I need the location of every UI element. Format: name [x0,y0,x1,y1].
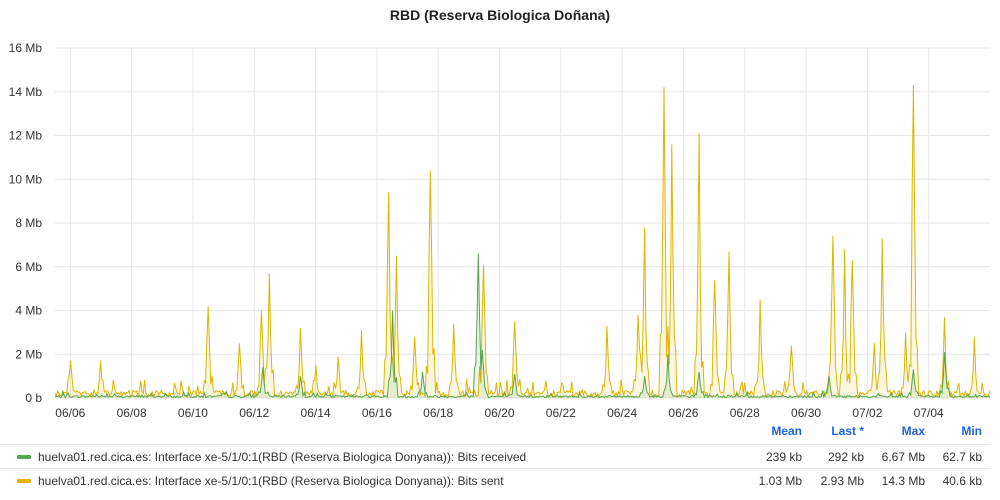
legend-received-min: 62.7 kb [942,450,982,464]
y-tick-label: 0 b [25,391,42,405]
y-tick-label: 10 Mb [9,172,43,186]
x-tick-label: 06/16 [362,406,392,420]
legend-sent-max: 14.3 Mb [881,474,925,488]
x-tick-label: 06/20 [484,406,514,420]
grid [55,47,990,399]
x-tick-label: 06/26 [668,406,698,420]
y-axis: 0 b 2 Mb 4 Mb 6 Mb 8 Mb 10 Mb 12 Mb 14 Mb 16 Mb [9,41,43,405]
x-tick-label: 07/02 [852,406,882,420]
legend-received-last: 292 kb [827,450,864,464]
legend-label-received[interactable]: huelva01.red.cica.es: Interface xe-5/1/0… [38,450,527,464]
legend-header-mean[interactable]: Mean [771,424,802,438]
x-tick-label: 06/06 [55,406,85,420]
legend-header: Mean Last * Max Min [0,422,990,444]
legend-sent-last: 2.93 Mb [820,474,864,488]
x-tick-label: 06/24 [607,406,637,420]
legend-received-max: 6.67 Mb [881,450,925,464]
x-tick-label: 07/04 [914,406,944,420]
series-line-sent[interactable] [54,85,991,399]
series-layer [54,85,991,399]
legend-header-min[interactable]: Min [961,424,982,438]
legend-swatch-sent[interactable] [17,479,31,483]
y-tick-label: 16 Mb [9,41,43,55]
legend-table: Mean Last * Max Min huelva01.red.cica.es… [0,422,990,492]
legend-row-sent[interactable]: huelva01.red.cica.es: Interface xe-5/1/0… [0,468,990,492]
x-tick-label: 06/28 [730,406,760,420]
x-tick-label: 06/08 [117,406,147,420]
y-tick-label: 4 Mb [15,304,42,318]
x-tick-label: 06/12 [239,406,269,420]
y-tick-label: 8 Mb [15,216,42,230]
series-line-received[interactable] [54,253,991,399]
y-tick-label: 14 Mb [9,85,43,99]
series-area-sent [55,85,990,398]
x-tick-label: 06/22 [546,406,576,420]
y-tick-label: 2 Mb [15,347,42,361]
x-tick-label: 06/14 [301,406,331,420]
legend-sent-mean: 1.03 Mb [758,474,802,488]
legend-header-max[interactable]: Max [901,424,925,438]
legend-sent-min: 40.6 kb [942,474,982,488]
legend-row-received[interactable]: huelva01.red.cica.es: Interface xe-5/1/0… [0,444,990,468]
y-tick-label: 12 Mb [9,129,43,143]
chart-title: RBD (Reserva Biologica Doñana) [389,7,611,23]
x-axis: 06/06 06/08 06/10 06/12 06/14 06/16 06/18 06/20… [55,406,944,420]
x-tick-label: 06/10 [178,406,208,420]
legend-received-mean: 239 kb [765,450,802,464]
y-tick-label: 6 Mb [15,260,42,274]
legend-label-sent[interactable]: huelva01.red.cica.es: Interface xe-5/1/0… [38,474,504,488]
x-tick-label: 06/18 [423,406,453,420]
legend-header-last[interactable]: Last * [831,424,864,438]
x-tick-label: 06/30 [791,406,821,420]
legend-swatch-received[interactable] [17,455,31,459]
